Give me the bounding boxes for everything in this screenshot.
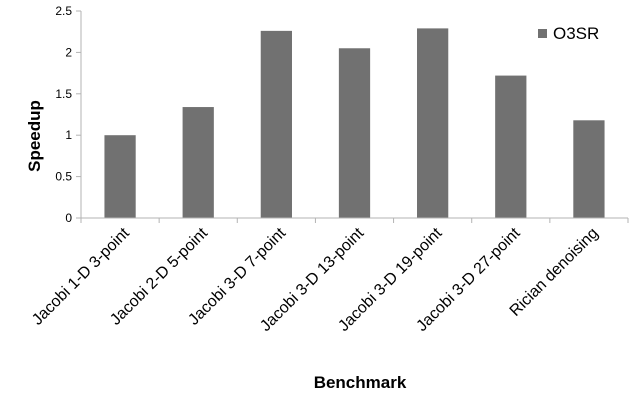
y-axis: 0 0.5 1 1.5 2 2.5 [55, 4, 82, 225]
legend-swatch-o3sr [538, 29, 547, 38]
bar [338, 48, 371, 219]
y-tick-label: 1 [65, 128, 72, 142]
x-axis-title: Benchmark [314, 373, 407, 392]
y-tick-label: 0.5 [55, 170, 72, 184]
y-axis-title: Speedup [25, 100, 44, 172]
bar [182, 107, 214, 218]
bars [104, 28, 605, 219]
bar [104, 135, 136, 218]
legend-label-o3sr: O3SR [553, 24, 599, 43]
bar [417, 28, 449, 218]
y-tick-label: 1.5 [55, 87, 72, 101]
y-tick-label: 2 [65, 45, 72, 59]
bar [573, 120, 605, 218]
y-tick-label: 0 [65, 211, 72, 225]
bar [260, 30, 292, 219]
y-tick-label: 2.5 [55, 4, 72, 18]
bar [495, 75, 527, 218]
legend: O3SR [538, 24, 599, 43]
